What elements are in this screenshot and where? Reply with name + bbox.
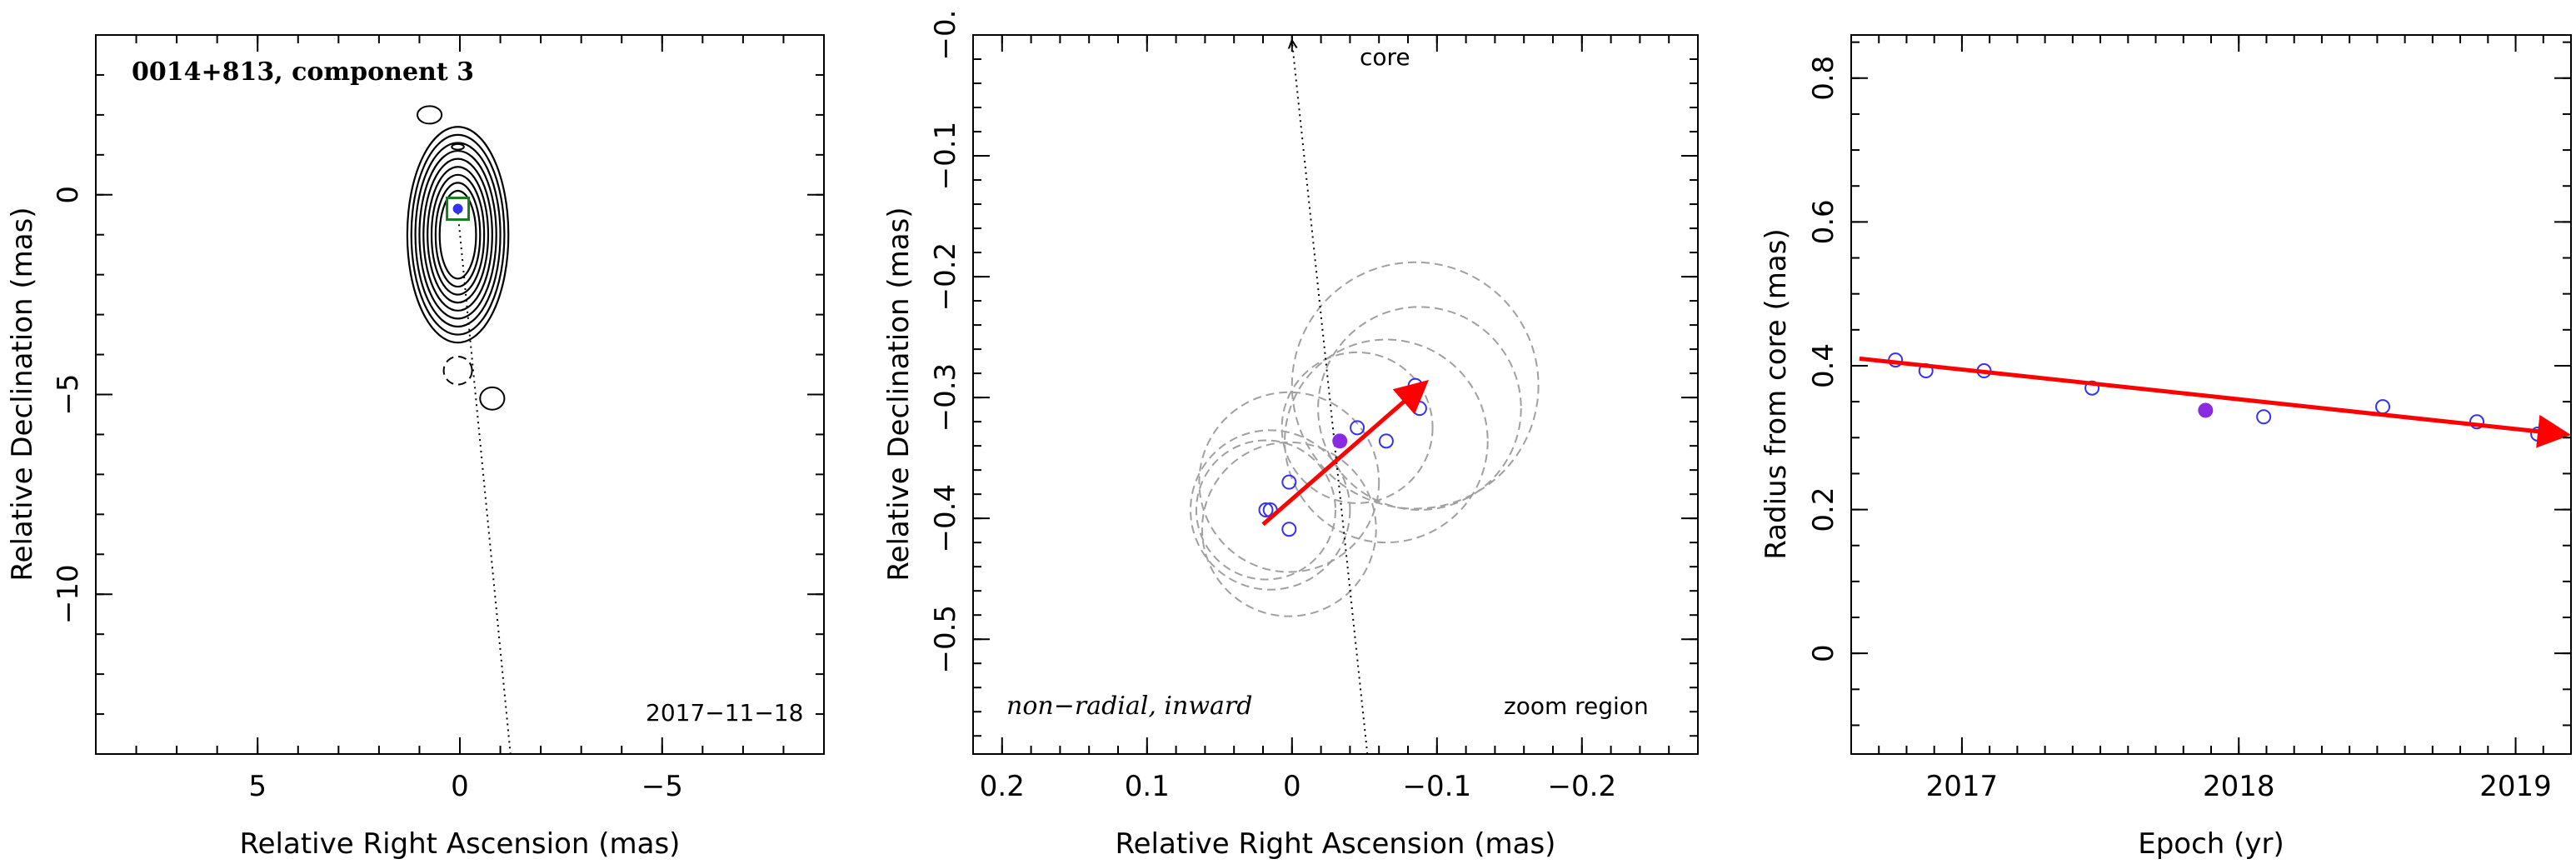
- y-tick-label: −0.5: [929, 605, 962, 674]
- annotation-right: zoom region: [1504, 692, 1649, 720]
- data-point: [2375, 399, 2391, 415]
- contour-line: [418, 149, 497, 320]
- contour-blob: [442, 355, 473, 386]
- x-tick-label: 2017: [1926, 770, 1999, 803]
- data-point: [1281, 522, 1297, 537]
- contour-line: [406, 126, 510, 344]
- y-tick-label: 0.2: [1807, 487, 1840, 532]
- x-tick-label: 0: [451, 770, 469, 803]
- tick-marks: 2017 2018 2019 0 0.2 0.4 0.6 0.8: [1807, 35, 2572, 803]
- uncertainty-circle: [1290, 261, 1540, 510]
- axes-frame: [972, 34, 1699, 755]
- y-tick-label: 0.6: [1807, 199, 1840, 244]
- uncertainty-circle: [1195, 439, 1336, 581]
- panel-contour-map: 5 0 −5 0 −5 −10 0014+813, component 3 2017−11…: [6, 34, 825, 861]
- uncertainty-circle: [1317, 306, 1522, 511]
- y-tick-label: 0: [1807, 644, 1840, 662]
- y-axis-label: Relative Declination (mas): [882, 207, 916, 581]
- trend-arrow: [1261, 380, 1429, 527]
- highlight-point: [1332, 433, 1348, 449]
- y-tick-label: −0.2: [929, 242, 962, 312]
- contour-line: [427, 166, 490, 304]
- contour-blob: [451, 142, 465, 151]
- x-tick-label: 0.1: [1125, 770, 1170, 803]
- panel-zoom-region: 0.2 0.1 0 −0.1 −0.2 −0. −0.1 −0.2 −0.3 −0.4 −0.5 c…: [882, 10, 1699, 861]
- x-axis-label: Relative Right Ascension (mas): [1116, 827, 1556, 861]
- contour-line: [414, 142, 502, 328]
- zoom-plot-area: [1190, 41, 1540, 755]
- data-point: [1378, 433, 1394, 449]
- data-point: [2256, 409, 2272, 425]
- trend-arrow: [1859, 356, 2571, 448]
- x-tick-label: −5: [642, 770, 683, 803]
- y-tick-label: 0.8: [1807, 56, 1840, 101]
- annotation-left: non−radial, inward: [1006, 692, 1252, 721]
- uncertainty-circle: [1198, 391, 1380, 573]
- uncertainty-circle: [1201, 441, 1377, 617]
- x-axis-label: Relative Right Ascension (mas): [240, 827, 681, 861]
- data-point: [2469, 414, 2485, 430]
- data-point: [1350, 420, 1365, 436]
- y-axis-label: Relative Declination (mas): [6, 207, 39, 581]
- y-tick-label: −0.4: [929, 484, 962, 553]
- contour-line: [410, 133, 506, 336]
- contour-blob: [479, 386, 506, 411]
- contour-plot-area: [406, 105, 512, 755]
- data-point: [2084, 380, 2100, 396]
- x-tick-label: −0.2: [1548, 770, 1617, 803]
- date-label: 2017−11−18: [646, 699, 803, 727]
- core-label: core: [1360, 43, 1410, 71]
- x-tick-label: 5: [248, 770, 267, 803]
- data-point: [1258, 502, 1274, 518]
- y-tick-label: −0.3: [929, 363, 962, 432]
- uncertainty-circle: [1281, 351, 1434, 504]
- x-tick-label: 2019: [2479, 770, 2552, 803]
- tick-marks: 5 0 −5 0 −5 −10: [52, 34, 825, 803]
- y-axis-label: Radius from core (mas): [1760, 228, 1793, 559]
- y-tick-label: 0: [52, 186, 85, 204]
- data-point: [1281, 474, 1297, 490]
- highlight-point: [2198, 402, 2214, 418]
- y-tick-label: −10: [52, 564, 85, 624]
- data-point: [1411, 401, 1427, 417]
- radius-plot-area: [1859, 352, 2571, 448]
- contour-line: [438, 189, 477, 280]
- y-tick-label: −0.1: [929, 122, 962, 191]
- x-tick-label: −0.1: [1403, 770, 1472, 803]
- y-tick-label: −5: [52, 373, 85, 415]
- contour-line: [422, 157, 493, 312]
- y-tick-label: 0.4: [1807, 343, 1840, 388]
- x-tick-label: 0.2: [980, 770, 1025, 803]
- contour-blob: [417, 105, 443, 125]
- chart-title: 0014+813, component 3: [132, 57, 474, 87]
- uncertainty-circle: [1190, 429, 1351, 591]
- y-tick-label: −0.: [929, 10, 962, 61]
- contour-line: [430, 173, 486, 296]
- uncertainty-circle: [1284, 338, 1489, 544]
- component-marker-box: [446, 197, 471, 222]
- x-tick-label: 0: [1283, 770, 1301, 803]
- contour-line: [434, 182, 482, 288]
- x-tick-label: 2018: [2203, 770, 2275, 803]
- tick-marks: 0.2 0.1 0 −0.1 −0.2 −0. −0.1 −0.2 −0.3 −0.4 −0.5: [929, 10, 1699, 803]
- x-axis-label: Epoch (yr): [2138, 827, 2284, 861]
- component-marker-point: [452, 203, 463, 214]
- core-direction-arrow: [1292, 41, 1369, 755]
- panel-radius-vs-epoch: 2017 2018 2019 0 0.2 0.4 0.6 0.8 Epoch (yr) Rad…: [1760, 34, 2572, 861]
